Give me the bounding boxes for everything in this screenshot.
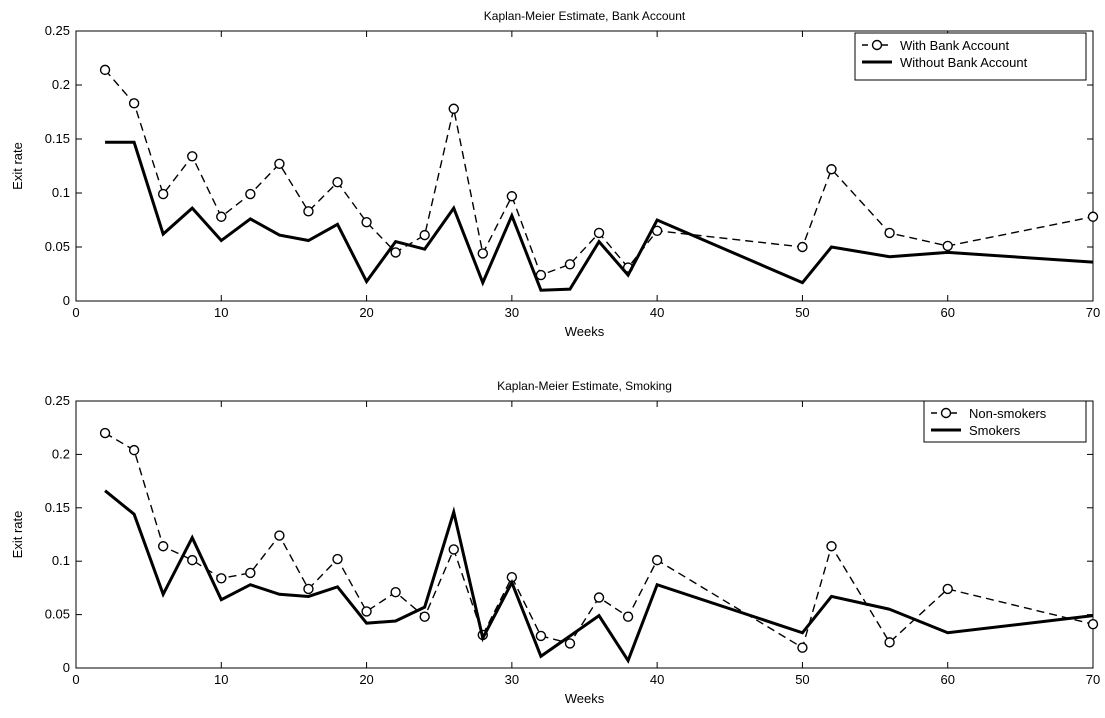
y-tick-label: 0.25: [45, 23, 70, 38]
data-point: [1087, 211, 1099, 222]
x-tick-label: 70: [1086, 672, 1100, 687]
legend-box: [854, 32, 1087, 81]
data-point: [361, 606, 372, 617]
data-point: [797, 642, 808, 653]
y-tick-label: 0.15: [45, 500, 70, 515]
x-tick-label: 0: [72, 305, 79, 320]
data-point: [797, 241, 808, 253]
data-point: [884, 637, 895, 648]
y-tick-label: 0.1: [52, 185, 70, 200]
x-tick-label: 50: [795, 305, 809, 320]
legend-box: [923, 400, 1087, 443]
y-tick-label: 0.05: [45, 607, 70, 622]
data-point: [826, 541, 837, 552]
data-point: [187, 554, 198, 566]
legend-label: Without Bank Account: [900, 55, 1028, 70]
series-line-2: [105, 140, 1094, 292]
x-tick-label: 60: [940, 305, 954, 320]
data-point: [303, 583, 314, 595]
x-tick-label: 70: [1086, 305, 1100, 320]
data-point: [564, 638, 576, 649]
data-point: [274, 158, 285, 170]
data-point: [332, 553, 343, 565]
data-point: [826, 164, 837, 175]
y-axis-label: Exit rate: [10, 142, 25, 190]
y-tick-label: 0: [63, 293, 70, 308]
data-point: [99, 64, 111, 76]
data-point: [942, 583, 953, 595]
data-point: [535, 630, 547, 642]
data-point: [187, 151, 198, 162]
legend-label: Smokers: [969, 423, 1021, 438]
y-tick-label: 0: [63, 660, 70, 675]
y-tick-label: 0.25: [45, 393, 70, 408]
x-axis-label: Weeks: [565, 691, 605, 706]
x-tick-label: 10: [214, 305, 228, 320]
x-tick-label: 0: [72, 672, 79, 687]
legend-swatch-marker: [940, 407, 952, 419]
data-point: [651, 554, 663, 566]
data-point: [216, 573, 227, 584]
y-tick-label: 0.05: [45, 239, 70, 254]
data-point: [274, 530, 285, 541]
data-point: [448, 544, 459, 555]
plot-frame: [75, 30, 1094, 302]
data-point: [593, 592, 605, 603]
x-tick-label: 60: [940, 672, 954, 687]
data-point: [245, 567, 256, 579]
x-axis-label: Weeks: [565, 324, 605, 339]
chart-panel-1: Kaplan-Meier Estimate, Bank Account 0 10 20…: [10, 9, 1100, 339]
legend: Non-smokers Smokers: [923, 400, 1087, 443]
y-tick-label: 0.15: [45, 131, 70, 146]
y-axis-label: Exit rate: [10, 511, 25, 559]
series-line-2: [104, 489, 1094, 664]
chart-title: Kaplan-Meier Estimate, Bank Account: [484, 9, 686, 23]
data-point: [361, 216, 372, 228]
data-point: [448, 103, 459, 114]
data-point: [216, 211, 227, 222]
data-point: [1087, 619, 1099, 630]
y-tick-label: 0.2: [52, 446, 70, 461]
data-point: [390, 247, 401, 258]
y-tick-label: 0.2: [52, 77, 70, 92]
data-point: [245, 188, 256, 200]
data-point: [477, 248, 488, 259]
legend-swatch-marker: [871, 39, 883, 51]
chart-title: Kaplan-Meier Estimate, Smoking: [497, 379, 672, 393]
data-point: [332, 176, 343, 188]
data-point: [99, 427, 111, 439]
data-point: [157, 188, 169, 200]
x-tick-label: 20: [359, 305, 373, 320]
x-tick-label: 50: [795, 672, 809, 687]
x-tick-label: 20: [359, 672, 373, 687]
data-point: [884, 227, 895, 239]
legend: With Bank Account Without Bank Account: [854, 32, 1087, 81]
plot-frame: [75, 400, 1094, 669]
legend-label: With Bank Account: [900, 38, 1009, 53]
x-tick-label: 40: [650, 305, 664, 320]
data-point: [390, 586, 401, 598]
legend-label: Non-smokers: [969, 406, 1047, 421]
data-point: [128, 98, 140, 109]
data-point: [157, 541, 169, 552]
x-tick-label: 30: [505, 672, 519, 687]
data-point: [564, 259, 576, 270]
x-tick-label: 40: [650, 672, 664, 687]
data-point: [419, 611, 430, 622]
chart-panel-2: Kaplan-Meier Estimate, Smoking 0 10 20 30 40 5…: [10, 379, 1100, 706]
data-point: [942, 240, 953, 252]
data-point: [593, 227, 605, 239]
data-point: [622, 611, 634, 622]
data-point: [303, 206, 314, 217]
data-point: [419, 229, 430, 241]
y-tick-label: 0.1: [52, 553, 70, 568]
data-point: [506, 191, 518, 202]
data-point: [128, 444, 140, 456]
x-tick-label: 30: [505, 305, 519, 320]
x-tick-label: 10: [214, 672, 228, 687]
